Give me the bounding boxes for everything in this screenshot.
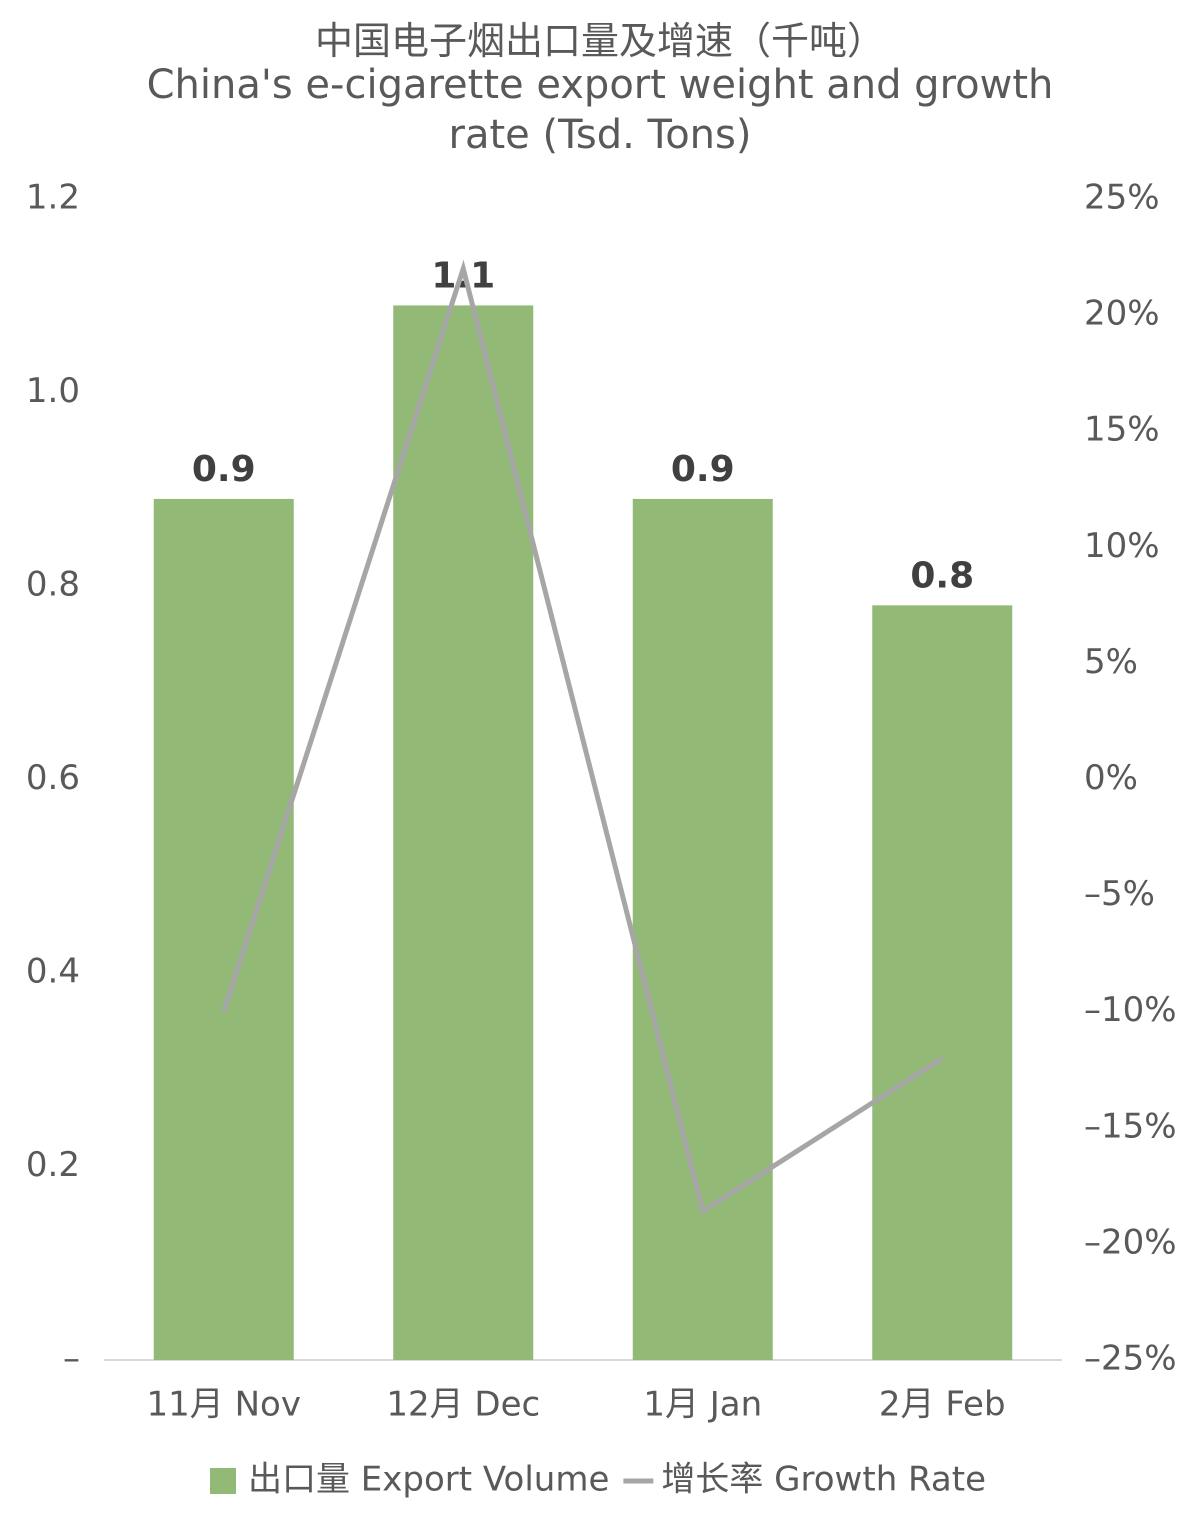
data-label: 0.9 [671, 449, 735, 490]
line [221, 259, 944, 1216]
x-tick-label: 1月 Jan [643, 1385, 762, 1425]
y-tick-label: 0.2 [26, 1145, 80, 1185]
y2-tick-label: 20% [1084, 294, 1160, 334]
chart-subtitle: China's e-cigarette export weight and gr… [146, 62, 1054, 158]
bar [632, 498, 773, 1360]
y2-tick-label: 10% [1084, 526, 1160, 566]
y-tick-label: 1.2 [26, 178, 80, 218]
y2-tick-label: –15% [1084, 1106, 1177, 1146]
y2-tick-label: 5% [1084, 642, 1138, 682]
x-tick-label: 11月 Nov [147, 1385, 301, 1425]
y-tick-label: 0.8 [26, 565, 80, 605]
y2-tick-label: –25% [1084, 1339, 1177, 1379]
y2-tick-label: –20% [1084, 1222, 1177, 1262]
bar [872, 605, 1013, 1360]
y2-tick-label: 0% [1084, 758, 1138, 798]
y-tick-label: – [63, 1339, 80, 1379]
y2-tick-label: –10% [1084, 990, 1177, 1030]
bar [153, 498, 294, 1360]
legend-label: 出口量 Export Volume [248, 1460, 609, 1500]
x-tick-label: 2月 Feb [879, 1385, 1006, 1425]
y2-tick-label: 15% [1084, 410, 1160, 450]
y2-tick-label: –5% [1084, 874, 1155, 914]
bar [393, 305, 534, 1360]
legend-swatch [210, 1468, 236, 1494]
y-tick-label: 0.4 [26, 952, 80, 992]
data-label: 0.9 [192, 449, 256, 490]
data-label: 0.8 [910, 555, 974, 596]
chart-title: 中国电子烟出口量及增速（千吨） [314, 19, 885, 63]
y-tick-label: 0.6 [26, 758, 80, 798]
y2-tick-label: 25% [1084, 178, 1160, 218]
x-tick-label: 12月 Dec [386, 1385, 540, 1425]
legend-label: 增长率 Growth Rate [661, 1460, 986, 1500]
y-tick-label: 1.0 [26, 371, 80, 411]
